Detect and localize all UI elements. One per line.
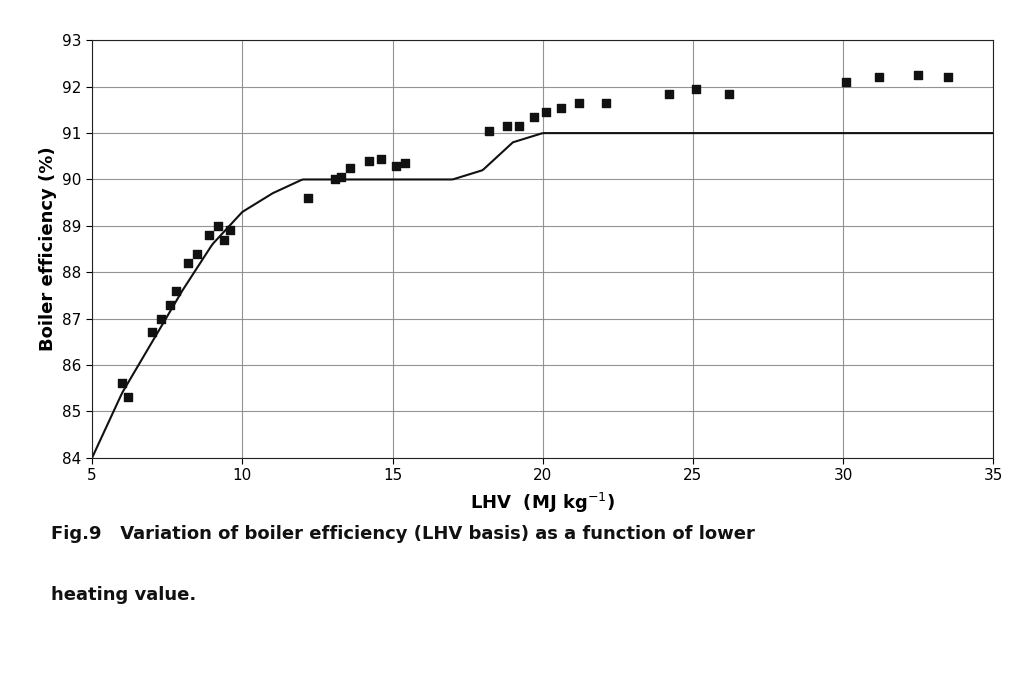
Point xyxy=(114,378,130,389)
Point xyxy=(480,125,497,136)
Point xyxy=(511,120,527,131)
Point xyxy=(168,285,184,296)
Point xyxy=(360,155,377,166)
Point xyxy=(222,225,239,236)
Point xyxy=(201,229,217,240)
Point xyxy=(940,72,956,83)
Point xyxy=(120,392,136,402)
Point xyxy=(189,248,206,259)
Point xyxy=(525,112,542,122)
Point xyxy=(373,153,389,164)
Point xyxy=(553,102,569,113)
Point xyxy=(342,162,358,173)
Point xyxy=(210,221,226,232)
Point xyxy=(387,160,403,171)
Y-axis label: Boiler efficiency (%): Boiler efficiency (%) xyxy=(39,147,56,351)
Point xyxy=(688,83,705,94)
Point xyxy=(328,174,344,185)
Point xyxy=(162,299,178,310)
Point xyxy=(910,70,927,81)
X-axis label: LHV  (MJ kg$^{-1}$): LHV (MJ kg$^{-1}$) xyxy=(470,491,615,516)
Point xyxy=(871,72,888,83)
Text: Fig.9   Variation of boiler efficiency (LHV basis) as a function of lower: Fig.9 Variation of boiler efficiency (LH… xyxy=(51,525,755,543)
Point xyxy=(570,98,587,108)
Point xyxy=(838,77,854,87)
Point xyxy=(660,88,677,99)
Text: heating value.: heating value. xyxy=(51,586,197,604)
Point xyxy=(396,158,413,169)
Point xyxy=(598,98,614,108)
Point xyxy=(300,192,316,203)
Point xyxy=(180,258,197,269)
Point xyxy=(499,120,515,131)
Point xyxy=(538,107,554,118)
Point xyxy=(333,172,349,182)
Point xyxy=(153,313,169,324)
Point xyxy=(144,327,161,338)
Point xyxy=(216,234,232,245)
Point xyxy=(721,88,737,99)
